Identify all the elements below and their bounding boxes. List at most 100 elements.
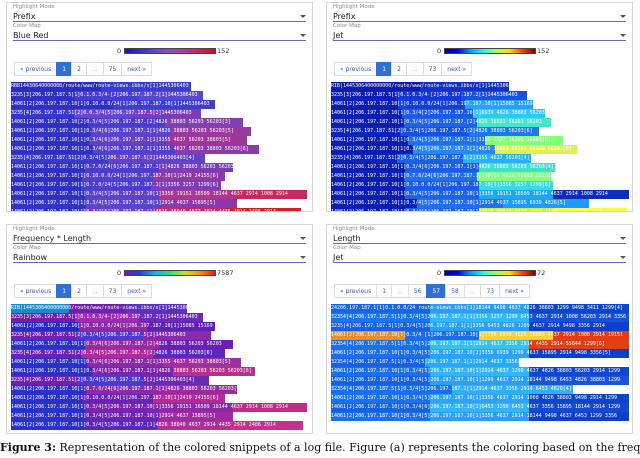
log-line-segment	[331, 118, 404, 127]
color-map-select[interactable]: Jet	[333, 30, 626, 41]
log-line-text: 14061[2]206.197.187.10[1]0.3/4[5]206.197…	[11, 404, 288, 410]
previous-page-button[interactable]: « previous	[14, 284, 58, 298]
scale-min-label: 0	[117, 47, 122, 55]
log-line-segment	[84, 421, 157, 430]
highlight-mode-select[interactable]: Length	[333, 233, 626, 244]
next-page-button[interactable]: next »	[121, 62, 153, 76]
log-line-text: 32354[4]206.197.187.5[1]0.3/4[5]206.197.…	[331, 314, 627, 320]
log-line-text: 14061[2]206.197.187.10[1]0.3/4[5]206.197…	[331, 350, 611, 356]
color-map-label: Color Map	[333, 245, 361, 251]
next-page-button[interactable]: next »	[499, 284, 530, 298]
log-line-segment	[11, 181, 81, 190]
pagination: « previous 1... 56 57 58... 73 next »	[334, 284, 632, 298]
log-line-segment	[11, 136, 89, 145]
previous-page-button[interactable]: « previous	[334, 284, 378, 298]
log-line-text: 3235[4]206.197.187.51[2]0.0.3/4[5]206.19…	[11, 110, 192, 116]
page-link[interactable]: 1	[56, 62, 73, 76]
page-link[interactable]: 57	[426, 284, 447, 298]
log-line: 14061[2]206.197.187.10[1]0.10.0.0/24[1]2…	[11, 100, 312, 109]
page-link[interactable]: 1	[56, 284, 73, 298]
color-map-label: Color Map	[13, 245, 41, 251]
panel-c: Highlight Mode Frequency * Length Color Ma…	[6, 224, 313, 434]
log-line-text: 14061[2]206.197.187.10[2]0.3/4[5]206.197…	[11, 119, 231, 125]
highlight-mode-select[interactable]: Frequency * Length	[13, 233, 306, 244]
log-line-segment	[529, 376, 629, 385]
log-line-text: 14061[2]206.197.187.10[1]0.10.0.0/24[1]2…	[11, 173, 219, 179]
log-line-segment	[405, 331, 479, 340]
page-link[interactable]: 2	[71, 62, 87, 76]
log-line-segment	[408, 136, 485, 145]
log-line-segment	[86, 385, 161, 394]
log-line-segment	[11, 163, 85, 172]
page-link[interactable]: 58	[445, 284, 465, 298]
log-line: 14061[2]206.197.187.10[1]0.3/4[5]206.197…	[11, 421, 312, 430]
log-line: 14061[2]206.197.187.10[1]0.3/4[5]206.197…	[331, 376, 632, 385]
log-line-segment	[479, 331, 553, 340]
log-line: 14061[2]206.197.187.10[1]0.3/4[6]206.197…	[11, 127, 312, 136]
log-line-segment	[417, 199, 503, 208]
log-line-segment	[161, 385, 237, 394]
log-line-segment	[227, 208, 301, 211]
page-link[interactable]: 73	[480, 284, 501, 298]
log-line-segment	[331, 349, 430, 358]
log-line-segment	[331, 403, 430, 412]
log-line-segment	[233, 403, 307, 412]
page-link[interactable]: 73	[102, 284, 123, 298]
log-line-segment	[101, 82, 191, 91]
page-ellipsis: ...	[85, 62, 104, 76]
previous-page-button[interactable]: « previous	[14, 62, 58, 76]
log-line-segment	[127, 304, 187, 313]
log-line: 14061[2]206.197.187.10[1]0.7.0/24[6]206.…	[331, 172, 632, 181]
highlight-mode-select[interactable]: Prefix	[333, 11, 626, 22]
highlight-mode-field: Highlight Mode Frequency * Length	[7, 225, 312, 244]
log-line-text: 14061[2]206.197.187.10[1]0.7.0/24[6]206.…	[11, 164, 233, 170]
log-line-segment	[137, 109, 201, 118]
pagination: « previous 1 2... 73 next »	[334, 62, 632, 76]
log-line-segment	[91, 127, 171, 136]
log-line-segment	[159, 403, 233, 412]
color-map-select[interactable]: Jet	[333, 252, 626, 263]
log-line-segment	[230, 421, 303, 430]
log-line: 32354[4]206.197.187.5[1]0.3/4[5]206.197.…	[331, 340, 632, 349]
page-link[interactable]: 2	[71, 284, 87, 298]
page-link[interactable]: 75	[102, 62, 123, 76]
page-link[interactable]: 73	[422, 62, 443, 76]
log-line-segment	[86, 199, 161, 208]
page-link[interactable]: 56	[407, 284, 428, 298]
color-scale: 0 152	[327, 45, 632, 59]
log-line-segment	[153, 172, 225, 181]
log-line-segment	[452, 385, 573, 394]
log-line-segment	[85, 190, 159, 199]
log-line-segment	[529, 403, 629, 412]
page-link[interactable]: 2	[391, 62, 407, 76]
log-line-segment	[11, 118, 88, 127]
page-link[interactable]: 1	[376, 62, 393, 76]
log-line: 3235[4]206.197.187.51[2]0.3/4[5]206.197.…	[11, 154, 312, 163]
log-line-segment	[11, 172, 82, 181]
highlight-mode-select[interactable]: Prefix	[13, 11, 306, 22]
color-scale: 0 72	[327, 267, 632, 281]
log-line-text: 14061[2]206.197.187.10[1]0.3/4[6]206.197…	[331, 164, 554, 170]
log-line-segment	[113, 100, 215, 109]
next-page-button[interactable]: next »	[441, 62, 473, 76]
color-map-field: Color Map Jet	[327, 22, 632, 41]
log-line: 14061[2]206.197.187.10[1]0.10.0.0/24[1]2…	[11, 172, 312, 181]
log-line-segment	[425, 358, 519, 367]
next-page-button[interactable]: next »	[121, 284, 153, 298]
log-line-segment	[11, 367, 92, 376]
log-line-text: 3235[4]206.197.187.51[2]0.3/4[5]206.197.…	[11, 155, 195, 161]
color-map-select[interactable]: Rainbow	[13, 252, 306, 263]
color-map-select[interactable]: Blue Red	[13, 30, 306, 41]
log-line-text: 3235[4]206.197.187.51[2]0.3/4[5]206.197.…	[11, 377, 195, 383]
chevron-down-icon	[620, 237, 626, 240]
log-line: 14061[2]206.197.187.10[1]0.3/4[5]206.197…	[331, 190, 632, 199]
log-line-segment	[331, 109, 402, 118]
log-line-segment	[75, 313, 139, 322]
previous-page-button[interactable]: « previous	[334, 62, 378, 76]
log-line-segment	[430, 403, 529, 412]
log-line-segment	[89, 136, 167, 145]
log-line-segment	[331, 340, 430, 349]
log-line-segment	[11, 313, 75, 322]
page-link[interactable]: 1	[376, 284, 393, 298]
panel-d: Highlight Mode Length Color Map Jet 0 72 « pre…	[326, 224, 633, 434]
